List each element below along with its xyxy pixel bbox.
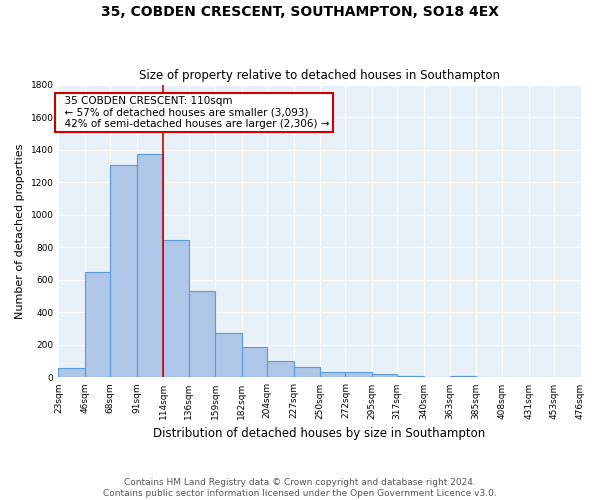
Text: 35 COBDEN CRESCENT: 110sqm
  ← 57% of detached houses are smaller (3,093)
  42% : 35 COBDEN CRESCENT: 110sqm ← 57% of deta… [58,96,330,129]
Bar [320,372,346,378]
Bar [397,376,424,378]
Title: Size of property relative to detached houses in Southampton: Size of property relative to detached ho… [139,69,500,82]
X-axis label: Distribution of detached houses by size in Southampton: Distribution of detached houses by size … [154,427,485,440]
Bar [346,372,372,378]
Bar [450,376,476,378]
Text: 35, COBDEN CRESCENT, SOUTHAMPTON, SO18 4EX: 35, COBDEN CRESCENT, SOUTHAMPTON, SO18 4… [101,5,499,19]
Bar [137,154,163,378]
Bar [163,240,188,378]
Bar [85,272,110,378]
Bar [110,165,137,378]
Bar [267,360,293,378]
Bar [58,368,85,378]
Bar [293,367,320,378]
Bar [188,291,215,378]
Y-axis label: Number of detached properties: Number of detached properties [15,144,25,318]
Bar [242,348,267,378]
Text: Contains HM Land Registry data © Crown copyright and database right 2024.
Contai: Contains HM Land Registry data © Crown c… [103,478,497,498]
Bar [372,374,397,378]
Bar [215,332,242,378]
